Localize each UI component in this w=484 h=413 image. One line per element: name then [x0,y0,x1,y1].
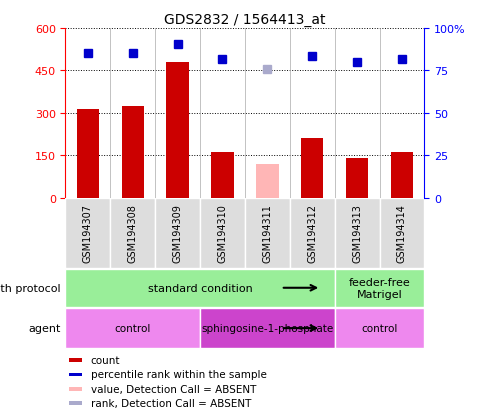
Bar [301,139,323,198]
Bar [199,198,244,268]
Bar [69,373,82,377]
Text: GSM194307: GSM194307 [83,204,93,263]
Bar [110,198,155,268]
Bar [69,387,82,391]
Text: standard condition: standard condition [148,283,252,293]
Bar [69,358,82,363]
Text: GSM194314: GSM194314 [396,204,406,263]
Bar [289,198,334,268]
Bar [200,309,334,348]
Bar [76,109,99,198]
Text: GSM194309: GSM194309 [172,204,182,263]
Bar [121,107,144,198]
Bar [334,198,378,268]
Bar [244,198,289,268]
Text: value, Detection Call = ABSENT: value, Detection Call = ABSENT [91,384,256,394]
Bar [211,153,233,198]
Text: GSM194311: GSM194311 [262,204,272,263]
Bar [166,63,188,198]
Text: GSM194312: GSM194312 [306,204,317,263]
Bar [65,198,424,268]
Bar [256,164,278,198]
Text: growth protocol: growth protocol [0,283,60,293]
Text: control: control [361,323,397,333]
Bar [155,198,200,268]
Bar [65,269,334,307]
Text: GSM194308: GSM194308 [127,204,137,263]
Bar [69,401,82,405]
Text: GSM194310: GSM194310 [217,204,227,263]
Text: agent: agent [28,323,61,333]
Bar [345,159,367,198]
Bar [334,269,424,307]
Text: sphingosine-1-phosphate: sphingosine-1-phosphate [201,323,333,333]
Bar [65,309,199,348]
Bar [65,198,110,268]
Bar [378,198,424,268]
Text: control: control [114,323,151,333]
Title: GDS2832 / 1564413_at: GDS2832 / 1564413_at [164,12,325,26]
Bar [390,153,412,198]
Text: rank, Detection Call = ABSENT: rank, Detection Call = ABSENT [91,398,250,408]
Bar [334,309,424,348]
Text: feeder-free
Matrigel: feeder-free Matrigel [348,277,409,299]
Text: count: count [91,356,120,366]
Text: percentile rank within the sample: percentile rank within the sample [91,370,266,380]
Text: GSM194313: GSM194313 [351,204,362,263]
